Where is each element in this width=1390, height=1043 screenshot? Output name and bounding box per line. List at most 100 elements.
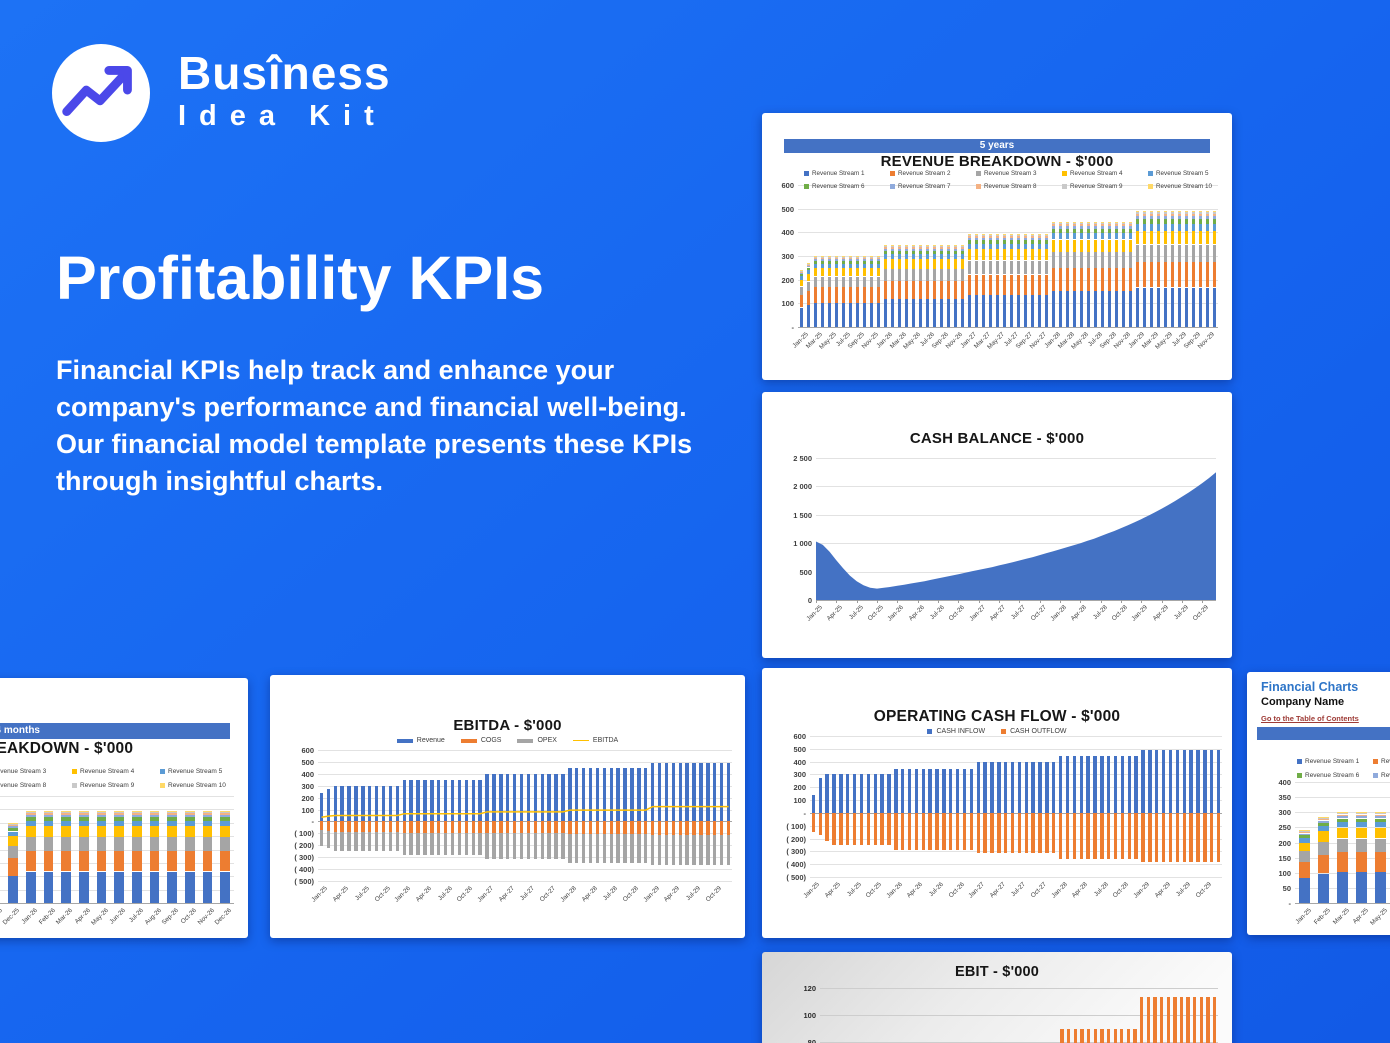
bar-segment xyxy=(1198,223,1203,231)
bar-segment xyxy=(1051,229,1056,234)
bar-segment xyxy=(1023,260,1028,275)
bar-positive xyxy=(450,780,455,822)
bar-segment xyxy=(946,247,951,249)
bar-negative xyxy=(1079,812,1083,860)
bar-segment xyxy=(925,251,930,255)
bar-segment xyxy=(202,871,213,903)
bar-segment xyxy=(911,254,916,260)
bar-segment xyxy=(1051,222,1056,225)
bar-segment xyxy=(1107,221,1112,223)
bar-segment xyxy=(1121,233,1126,240)
bar-segment xyxy=(1051,239,1056,253)
x-tick-label: Jan-25 xyxy=(802,881,822,900)
bar-segment xyxy=(911,299,916,327)
bar-segment xyxy=(1135,212,1140,214)
x-tick-label: Jan-28 xyxy=(1050,881,1069,900)
legend-marker xyxy=(72,769,77,774)
bar-segment xyxy=(114,837,124,852)
y-tick-label: - xyxy=(311,817,315,827)
bar-segment xyxy=(1009,274,1014,295)
bar xyxy=(1060,1028,1064,1043)
bar-positive xyxy=(471,780,475,822)
gridline xyxy=(0,809,234,811)
x-tick-label: Apr-26 xyxy=(73,907,92,926)
bar-segment xyxy=(220,826,230,838)
bar-segment xyxy=(813,263,818,268)
bar-segment xyxy=(869,287,874,303)
bar-segment xyxy=(995,233,1000,235)
bar-negative xyxy=(526,821,531,834)
bar-segment xyxy=(149,813,160,815)
bar-segment xyxy=(1184,212,1189,214)
x-tick-label: Jun-26 xyxy=(108,907,128,926)
x-tick-label: Dec-26 xyxy=(213,907,234,927)
bar-segment xyxy=(1191,212,1196,214)
bar-negative xyxy=(623,821,627,834)
bar-segment xyxy=(953,247,958,249)
bar-segment xyxy=(827,268,832,277)
bar-segment xyxy=(96,871,107,903)
x-tick-label: Jul-26 xyxy=(127,907,145,925)
x-tick-label: Oct-26 xyxy=(947,881,966,900)
bar-segment xyxy=(114,851,124,872)
x-tick-label: Apr-25 xyxy=(825,604,845,623)
bar-segment xyxy=(114,814,124,817)
x-tick-label: Jul-28 xyxy=(1091,604,1109,622)
bar-segment xyxy=(890,249,895,251)
bar-segment xyxy=(897,254,902,260)
bar-negative xyxy=(623,833,627,864)
y-tick-label: ( 300) xyxy=(786,847,806,857)
bar-segment xyxy=(841,256,846,258)
bar-segment xyxy=(1121,291,1126,327)
y-tick-label: 150 xyxy=(1278,853,1291,863)
bar-segment xyxy=(1177,287,1182,327)
bar-segment xyxy=(988,240,993,244)
bar-segment xyxy=(939,247,944,249)
x-tick-label: Jul-27 xyxy=(519,885,537,903)
bar-segment xyxy=(43,871,54,903)
bar-segment xyxy=(932,269,937,282)
bar-segment xyxy=(1107,229,1112,234)
bar-segment xyxy=(1121,268,1126,291)
bar-negative xyxy=(595,833,600,864)
bar-segment xyxy=(1100,233,1105,240)
bar-segment xyxy=(43,810,54,812)
bar-segment xyxy=(1058,222,1063,225)
bar-segment xyxy=(1337,838,1348,852)
bar-positive xyxy=(512,774,517,822)
bar-negative xyxy=(568,833,572,864)
bar-segment xyxy=(1002,233,1007,235)
ebitda-line xyxy=(321,805,729,819)
legend-marker xyxy=(160,783,165,788)
bar-segment xyxy=(43,826,54,838)
bar-segment xyxy=(167,837,177,852)
bar-segment xyxy=(1142,211,1147,212)
bar-negative xyxy=(1065,812,1070,860)
bar-negative xyxy=(471,832,475,855)
bar-segment xyxy=(869,263,874,268)
bar-segment xyxy=(827,256,832,258)
bar-segment xyxy=(114,871,124,903)
bar xyxy=(1166,997,1170,1043)
bar-segment xyxy=(184,820,195,827)
bar-negative xyxy=(955,812,960,851)
bar-segment xyxy=(1177,223,1182,231)
bar-segment xyxy=(981,235,986,238)
bar-segment xyxy=(1212,262,1217,288)
bar-segment xyxy=(131,810,142,812)
gridline xyxy=(810,787,1222,789)
bar-segment xyxy=(806,305,811,327)
bar-segment xyxy=(1086,268,1091,291)
gridline xyxy=(1295,782,1390,783)
bar-segment xyxy=(1093,291,1098,327)
bar-segment xyxy=(114,811,124,813)
bar-segment xyxy=(1037,249,1042,261)
bar-positive xyxy=(519,774,524,822)
x-tick-label: Jan-27 xyxy=(967,881,987,900)
bar-segment xyxy=(890,246,895,248)
legend-marker xyxy=(927,729,933,734)
bar-segment xyxy=(995,260,1000,275)
legend-item: Revenue Stream 8 xyxy=(0,782,46,789)
toc-link[interactable]: Go to the Table of Contents xyxy=(1261,714,1359,723)
bar-segment xyxy=(78,871,89,903)
